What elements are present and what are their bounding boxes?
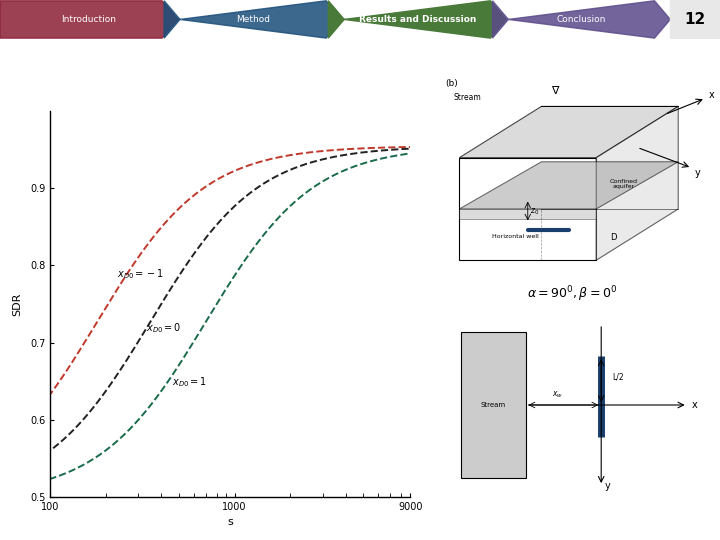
Text: Stream: Stream (454, 93, 482, 102)
Polygon shape (596, 106, 678, 260)
Text: y: y (605, 481, 611, 491)
Polygon shape (670, 0, 720, 39)
Text: $x_w$: $x_w$ (552, 390, 564, 400)
Polygon shape (459, 209, 596, 219)
Text: Conclusion: Conclusion (557, 15, 606, 24)
Text: 12: 12 (684, 12, 706, 27)
Text: Confined
aquifer: Confined aquifer (610, 179, 637, 190)
Text: $x_{D0}=0$: $x_{D0}=0$ (146, 321, 181, 335)
Polygon shape (328, 1, 506, 38)
Polygon shape (492, 1, 670, 38)
Polygon shape (461, 332, 526, 478)
Text: $x_{D0}=-1$: $x_{D0}=-1$ (117, 267, 164, 281)
Text: x: x (692, 400, 698, 410)
Text: x: x (708, 90, 714, 100)
Polygon shape (459, 162, 678, 209)
Text: $z_0$: $z_0$ (531, 206, 539, 217)
Text: Method: Method (236, 15, 270, 24)
Y-axis label: SDR: SDR (12, 292, 22, 316)
Text: (b): (b) (446, 79, 459, 88)
Text: Introduction: Introduction (61, 15, 117, 24)
Text: L/2: L/2 (612, 373, 624, 382)
Text: Effects of well distance on SDR: Effects of well distance on SDR (12, 61, 304, 79)
Text: Results and Discussion: Results and Discussion (359, 15, 476, 24)
Text: Stream: Stream (481, 402, 505, 408)
Polygon shape (459, 106, 678, 158)
Text: y: y (695, 168, 701, 178)
Text: ∇: ∇ (552, 86, 559, 96)
Polygon shape (164, 1, 342, 38)
Polygon shape (0, 1, 178, 38)
Text: D: D (610, 233, 616, 242)
X-axis label: s: s (228, 517, 233, 527)
Text: $\alpha=90^0, \beta=0^0$: $\alpha=90^0, \beta=0^0$ (527, 285, 618, 304)
Text: $x_{D0}=1$: $x_{D0}=1$ (173, 375, 207, 389)
Text: Horizontal well: Horizontal well (492, 234, 539, 239)
